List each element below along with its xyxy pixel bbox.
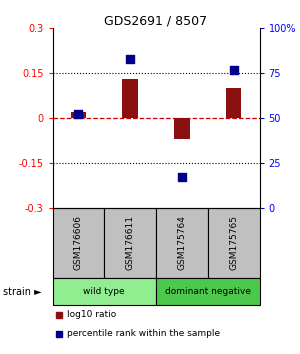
Bar — [156, 208, 208, 278]
Point — [76, 112, 81, 117]
Text: GSM176606: GSM176606 — [74, 215, 83, 270]
Text: GSM175764: GSM175764 — [177, 215, 186, 270]
Bar — [52, 278, 156, 305]
Text: GSM176611: GSM176611 — [126, 215, 135, 270]
Title: GDS2691 / 8507: GDS2691 / 8507 — [104, 14, 208, 27]
Text: strain ►: strain ► — [3, 286, 42, 297]
Point — [128, 56, 133, 62]
Bar — [52, 208, 104, 278]
Text: percentile rank within the sample: percentile rank within the sample — [67, 329, 220, 338]
Bar — [226, 88, 242, 118]
Point — [231, 67, 236, 72]
Text: GSM175765: GSM175765 — [229, 215, 238, 270]
Point — [179, 174, 184, 180]
Bar — [70, 112, 86, 118]
Bar — [122, 79, 138, 118]
Text: dominant negative: dominant negative — [165, 287, 251, 296]
Bar — [208, 208, 260, 278]
Bar — [104, 208, 156, 278]
Text: log10 ratio: log10 ratio — [67, 310, 116, 319]
Bar — [174, 118, 190, 139]
Text: wild type: wild type — [83, 287, 125, 296]
Bar — [156, 278, 260, 305]
